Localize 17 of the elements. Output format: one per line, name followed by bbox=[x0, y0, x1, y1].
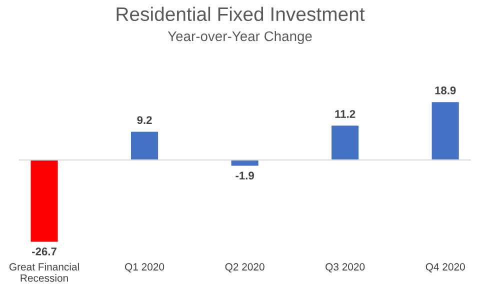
x-tick-label: Q2 2020 bbox=[225, 263, 264, 272]
bar bbox=[332, 126, 359, 160]
bar bbox=[130, 132, 158, 160]
bar bbox=[231, 160, 258, 166]
bar bbox=[432, 102, 459, 160]
x-tick-label: Q3 2020 bbox=[326, 263, 365, 272]
bar bbox=[30, 160, 58, 242]
data-label: -1.9 bbox=[236, 172, 254, 180]
data-label: -26.7 bbox=[32, 248, 56, 256]
chart-title: Residential Fixed Investment bbox=[116, 6, 365, 22]
data-label: 11.2 bbox=[335, 110, 356, 118]
chart-subtitle: Year-over-Year Change bbox=[168, 30, 312, 44]
x-tick-label: Q4 2020 bbox=[426, 263, 465, 272]
x-tick-label: Q1 2020 bbox=[125, 263, 164, 272]
data-label: 9.2 bbox=[137, 116, 152, 124]
x-tick-label: Great Financial Recession bbox=[9, 262, 79, 282]
data-label: 18.9 bbox=[435, 86, 456, 94]
